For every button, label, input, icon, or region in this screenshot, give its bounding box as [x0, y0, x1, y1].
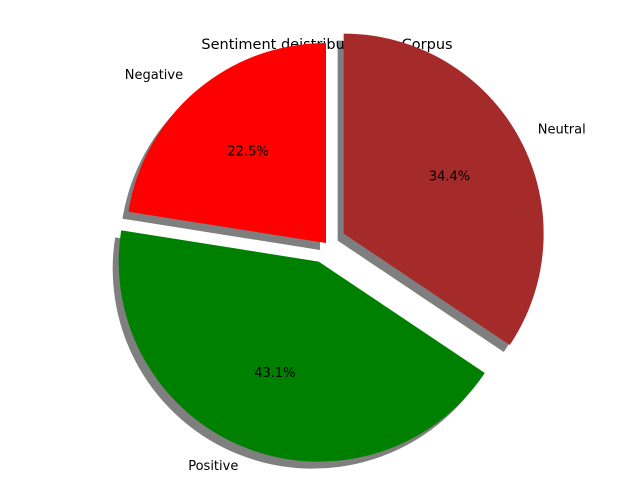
slice-label-neutral: Neutral: [538, 123, 586, 138]
slice-percent-label-negative: 22.5%: [227, 144, 268, 159]
slice-percent-label-neutral: 34.4%: [429, 170, 470, 185]
label-layer: 22.5% Negative 43.1% Positive 34.4% Neutral: [125, 68, 586, 474]
slice-positive: [118, 230, 485, 462]
slice-negative: [128, 42, 326, 243]
slice-label-positive: Positive: [188, 459, 238, 474]
slice-neutral: [343, 33, 544, 345]
slice-label-negative: Negative: [125, 68, 183, 83]
slice-layer: [118, 33, 544, 462]
slice-percent-label-positive: 43.1%: [254, 366, 295, 381]
